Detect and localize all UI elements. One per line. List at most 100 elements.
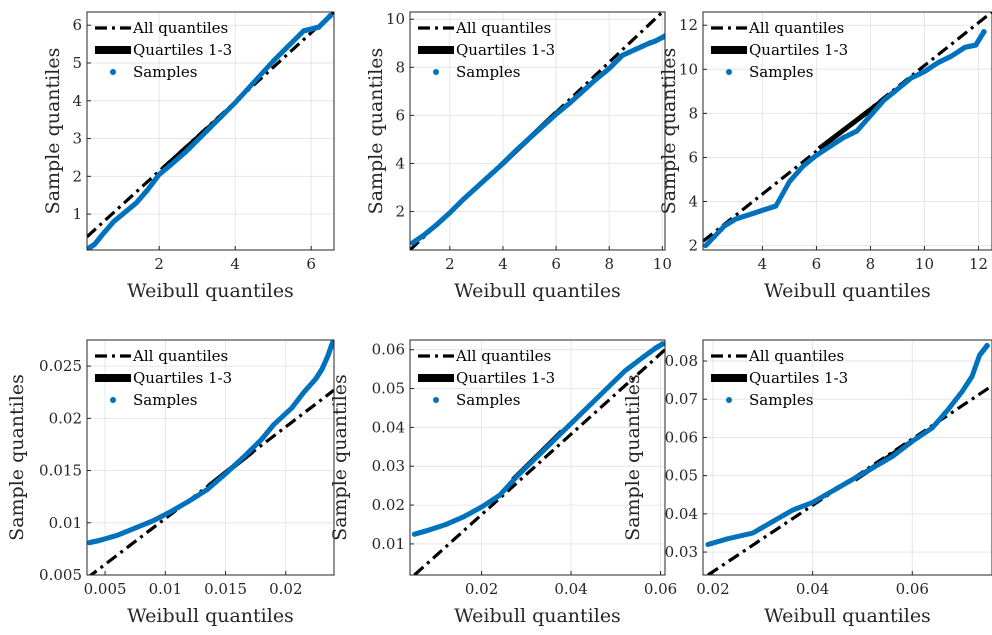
x-tick-label: 0.02 <box>465 580 498 598</box>
x-tick-label: 4 <box>498 255 508 273</box>
all-quantiles-line <box>413 348 665 575</box>
legend: All quantiles Quartiles 1-3 Samples <box>95 19 232 81</box>
x-tick-label: 0.04 <box>796 580 829 598</box>
qq-panel-1: 2 4 6 1 2 3 4 5 6 Weibull quantiles Sample quantil… <box>42 11 335 302</box>
legend-all-quantiles-label: All quantiles <box>132 347 228 365</box>
legend-quartiles-label: Quartiles 1-3 <box>456 369 555 387</box>
legend-samples-swatch <box>433 397 439 403</box>
x-axis-label: Weibull quantiles <box>454 605 621 627</box>
legend-samples-label: Samples <box>749 63 813 81</box>
axes-frame <box>409 11 666 251</box>
y-tick-label: 6 <box>72 16 82 34</box>
legend-samples-label: Samples <box>456 391 520 409</box>
y-tick-label: 0.04 <box>372 418 405 436</box>
sample-point <box>327 12 334 19</box>
x-tick-label: 0.02 <box>696 580 729 598</box>
axes-frame <box>86 11 335 251</box>
sample-point <box>662 33 665 39</box>
y-tick-label: 0.06 <box>665 428 698 446</box>
y-tick-label: 8 <box>395 58 405 76</box>
y-tick-label: 10 <box>386 10 405 28</box>
x-tick-label: 10 <box>653 255 672 273</box>
x-axis-label: Weibull quantiles <box>764 280 931 302</box>
y-axis-label: Sample quantiles <box>6 374 28 541</box>
x-tick-label: 0.02 <box>269 580 302 598</box>
y-tick-label: 12 <box>679 16 698 34</box>
y-tick-label: 0.03 <box>372 457 405 475</box>
x-axis-label: Weibull quantiles <box>764 605 931 627</box>
legend-samples-swatch <box>726 397 732 403</box>
legend: All quantiles Quartiles 1-3 Samples <box>711 19 848 81</box>
y-tick-label: 10 <box>679 60 698 78</box>
y-tick-label: 0.07 <box>665 390 698 408</box>
x-tick-label: 4 <box>230 255 240 273</box>
legend-quartiles-label: Quartiles 1-3 <box>133 41 232 59</box>
qq-panel-4: 0.005 0.01 0.015 0.02 0.005 0.01 0.015 0.02 0.02… <box>6 339 335 627</box>
legend-all-quantiles-label: All quantiles <box>132 19 228 37</box>
x-tick-label: 4 <box>758 255 768 273</box>
y-tick-label: 0.06 <box>372 341 405 359</box>
legend-samples-label: Samples <box>133 391 197 409</box>
legend-samples-swatch <box>110 397 116 403</box>
qq-panel-6: 0.02 0.04 0.06 0.03 0.04 0.05 0.06 0.07 0.08 Weib… <box>622 339 992 627</box>
x-tick-label: 12 <box>969 255 988 273</box>
x-tick-label: 0.005 <box>84 580 127 598</box>
sample-point <box>981 29 987 35</box>
sample-point <box>659 341 665 347</box>
legend: All quantiles Quartiles 1-3 Samples <box>711 347 848 409</box>
axes-frame <box>409 339 666 576</box>
x-tick-label: 2 <box>154 255 164 273</box>
y-tick-label: 6 <box>688 148 698 166</box>
x-tick-label: 6 <box>306 255 316 273</box>
x-tick-label: 0.015 <box>204 580 247 598</box>
y-axis-label: Sample quantiles <box>42 48 64 215</box>
y-tick-label: 0.04 <box>665 505 698 523</box>
legend-samples-label: Samples <box>133 63 197 81</box>
y-tick-label: 1 <box>72 205 82 223</box>
y-axis-label: Sample quantiles <box>329 374 351 541</box>
y-tick-label: 6 <box>395 106 405 124</box>
legend-samples-label: Samples <box>749 391 813 409</box>
y-tick-label: 0.02 <box>49 409 82 427</box>
x-tick-label: 0.01 <box>149 580 182 598</box>
y-tick-label: 2 <box>72 167 82 185</box>
y-tick-label: 0.015 <box>39 462 82 480</box>
x-axis-label: Weibull quantiles <box>127 605 294 627</box>
x-axis-label: Weibull quantiles <box>127 280 294 302</box>
y-tick-label: 4 <box>395 154 405 172</box>
axes-frame <box>702 11 992 251</box>
y-tick-label: 0.08 <box>665 352 698 370</box>
y-tick-label: 0.05 <box>665 467 698 485</box>
x-tick-label: 6 <box>812 255 822 273</box>
y-tick-label: 3 <box>72 130 82 148</box>
y-tick-label: 4 <box>72 92 82 110</box>
y-axis-label: Sample quantiles <box>658 48 680 215</box>
legend-all-quantiles-label: All quantiles <box>455 347 551 365</box>
sample-point <box>331 340 334 343</box>
legend: All quantiles Quartiles 1-3 Samples <box>418 347 555 409</box>
y-tick-label: 0.025 <box>39 357 82 375</box>
sample-point <box>984 342 990 349</box>
x-tick-label: 6 <box>551 255 561 273</box>
y-tick-label: 0.01 <box>49 514 82 532</box>
x-tick-label: 0.06 <box>896 580 929 598</box>
y-tick-label: 4 <box>688 193 698 211</box>
y-tick-label: 2 <box>688 237 698 255</box>
qq-panel-5: 0.02 0.04 0.06 0.01 0.02 0.03 0.04 0.05 0.06 Weib… <box>329 339 677 627</box>
y-tick-label: 0.03 <box>665 543 698 561</box>
axes-frame <box>702 339 992 576</box>
legend-all-quantiles-label: All quantiles <box>748 19 844 37</box>
legend-all-quantiles-label: All quantiles <box>748 347 844 365</box>
all-quantiles-line <box>87 12 334 238</box>
legend-samples-swatch <box>726 69 732 75</box>
y-tick-label: 2 <box>395 203 405 221</box>
legend: All quantiles Quartiles 1-3 Samples <box>418 19 555 81</box>
legend-quartiles-label: Quartiles 1-3 <box>749 41 848 59</box>
x-tick-label: 0.06 <box>644 580 677 598</box>
x-tick-label: 0.04 <box>554 580 587 598</box>
y-tick-label: 0.05 <box>372 380 405 398</box>
legend-quartiles-label: Quartiles 1-3 <box>456 41 555 59</box>
legend-all-quantiles-label: All quantiles <box>455 19 551 37</box>
qq-panel-3: 4 6 8 10 12 2 4 6 8 10 12 Weibull quantiles Sample q… <box>658 11 992 302</box>
